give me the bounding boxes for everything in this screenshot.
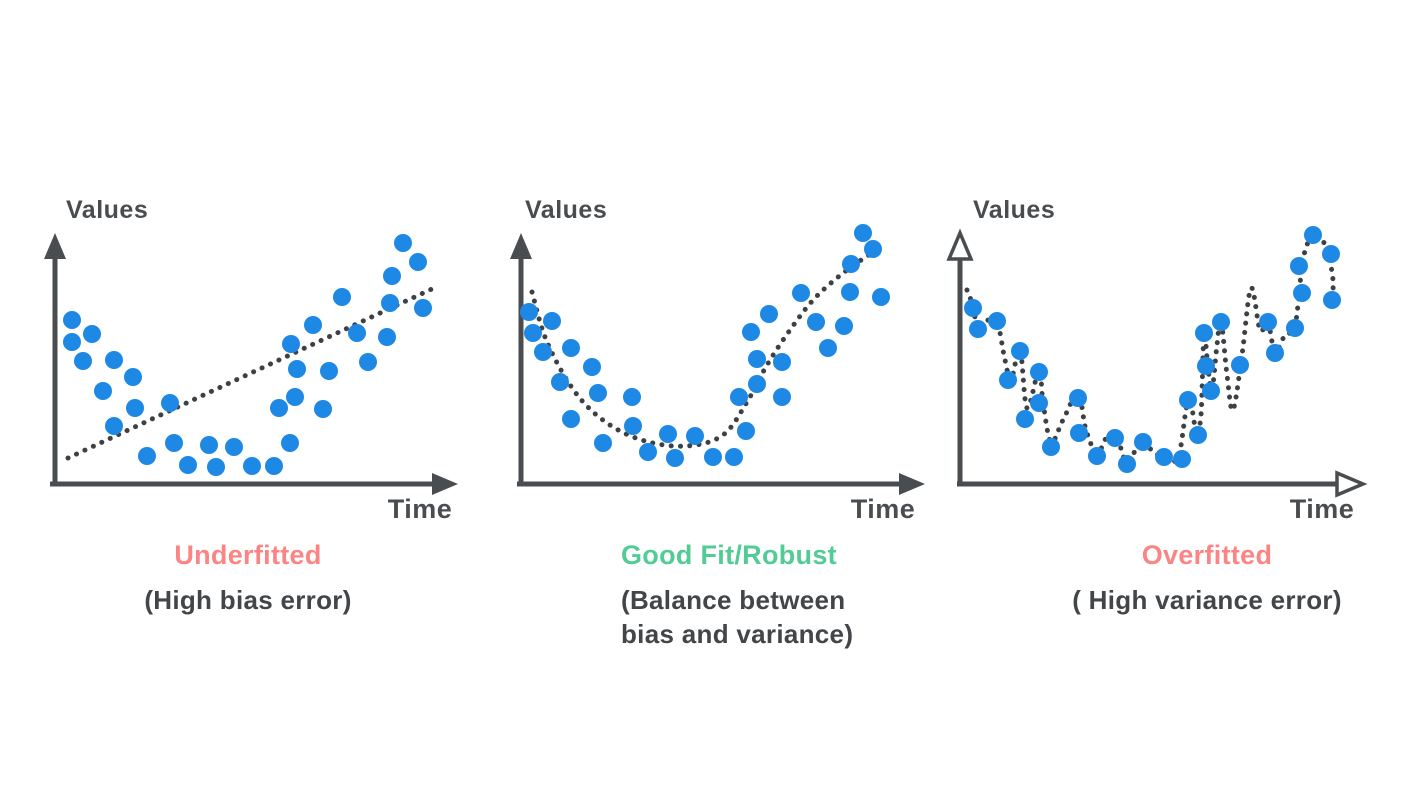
y-axis-arrow-icon [946, 228, 974, 261]
caption-subtitle-line: (High bias error) [144, 585, 352, 615]
caption-good-fit: Good Fit/Robust (Balance between bias an… [621, 538, 901, 651]
x-axis-arrow-icon [1335, 470, 1368, 498]
caption-subtitle-line: ( High variance error) [1072, 585, 1342, 615]
axes [44, 233, 458, 495]
caption-subtitle-line: (Balance between [621, 585, 846, 615]
y-axis-label: Values [66, 196, 148, 224]
y-axis-arrow-icon [44, 233, 66, 259]
caption-subtitle: (Balance between bias and variance) [621, 583, 901, 651]
x-axis-label: Time [388, 494, 453, 524]
caption-subtitle: ( High variance error) [998, 583, 1416, 617]
plot-good-fit: Values Time [510, 196, 925, 524]
axes [510, 233, 925, 495]
caption-underfitted: Underfitted (High bias error) [36, 538, 460, 617]
caption-subtitle: (High bias error) [36, 583, 460, 617]
caption-overfitted: Overfitted ( High variance error) [998, 538, 1416, 617]
y-axis-arrow-icon [510, 233, 532, 259]
y-axis-label: Values [525, 196, 607, 224]
caption-title: Overfitted [1141, 540, 1273, 570]
fit-line [529, 243, 886, 449]
x-axis-arrow-icon [899, 473, 925, 495]
axes [946, 228, 1368, 498]
data-dots [964, 226, 1341, 473]
x-axis-label: Time [1290, 494, 1355, 524]
plot-overfitted: Values Time [946, 196, 1368, 524]
data-dots [63, 234, 432, 476]
x-axis-label: Time [851, 494, 916, 524]
caption-title: Underfitted [174, 540, 322, 570]
caption-title: Good Fit/Robust [621, 540, 837, 570]
data-dots [520, 224, 890, 467]
fit-line [65, 285, 437, 461]
plot-underfitted: Values Time [44, 196, 458, 524]
caption-subtitle-line: bias and variance) [621, 619, 854, 649]
y-axis-label: Values [973, 196, 1055, 224]
x-axis-arrow-icon [432, 473, 458, 495]
